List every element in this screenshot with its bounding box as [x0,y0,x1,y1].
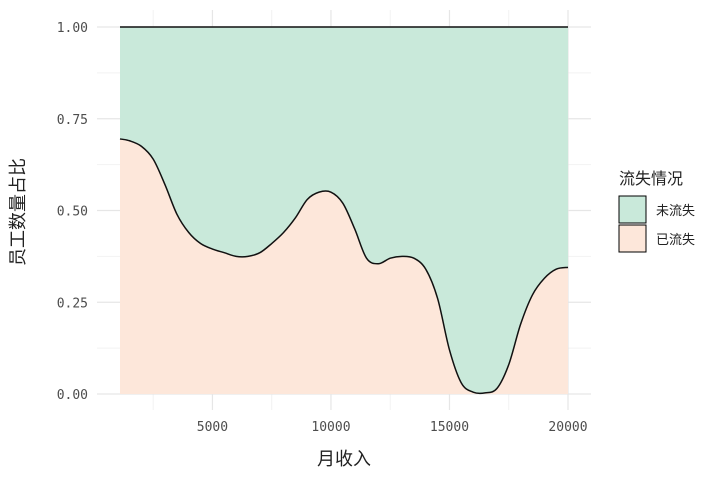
y-axis-title: 员工数量占比 [8,158,29,266]
y-axis-ticks: 0.00 0.25 0.50 0.75 1.00 [57,21,88,403]
area-retained [120,27,568,394]
area-attrited [120,138,568,394]
legend: 流失情况 未流失 已流失 [618,169,695,253]
legend-title: 流失情况 [619,169,683,188]
legend-label-attrited: 已流失 [656,233,695,248]
y-tick-label: 0.50 [57,205,88,220]
y-tick-label: 0.75 [57,113,88,128]
x-axis-title: 月收入 [317,449,371,470]
x-tick-label: 10000 [311,420,350,435]
y-tick-label: 1.00 [57,21,88,36]
x-tick-label: 15000 [430,420,469,435]
x-tick-label: 5000 [197,420,228,435]
y-tick-label: 0.25 [57,296,88,311]
series-boundary-lines [119,26,569,395]
x-axis-ticks: 5000 10000 15000 20000 [197,420,588,435]
y-tick-label: 0.00 [57,388,88,403]
legend-label-retained: 未流失 [656,204,695,219]
legend-key-retained [618,195,647,224]
x-tick-label: 20000 [548,420,587,435]
legend-key-attrited [618,224,647,253]
boundary-line-attrited [119,138,569,395]
area-series [120,27,568,394]
